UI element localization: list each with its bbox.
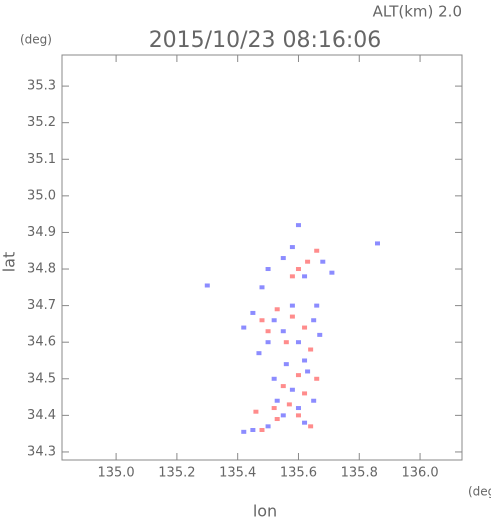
x-tick-label: 136.0 bbox=[401, 466, 438, 481]
y-label: lat bbox=[0, 252, 19, 273]
y-tick-label: 34.6 bbox=[27, 335, 56, 350]
y-tick-label: 35.0 bbox=[27, 188, 56, 203]
point bbox=[289, 274, 295, 279]
point bbox=[271, 376, 277, 381]
point bbox=[289, 303, 295, 308]
y-tick-label: 34.3 bbox=[27, 444, 56, 459]
point bbox=[265, 424, 271, 429]
x-tick-label: 135.6 bbox=[280, 466, 317, 481]
point bbox=[250, 428, 256, 432]
point bbox=[311, 398, 317, 403]
point bbox=[295, 373, 301, 378]
point bbox=[283, 362, 289, 367]
point bbox=[289, 245, 295, 250]
point bbox=[295, 223, 301, 228]
point bbox=[314, 248, 320, 253]
x-tick-label: 135.0 bbox=[97, 466, 134, 481]
point bbox=[280, 256, 286, 261]
point bbox=[295, 267, 301, 272]
point bbox=[311, 318, 317, 323]
x-tick-label: 135.2 bbox=[158, 466, 195, 481]
point bbox=[295, 340, 301, 345]
point bbox=[274, 417, 280, 422]
point bbox=[308, 424, 314, 429]
point bbox=[295, 413, 301, 418]
x-label: lon bbox=[253, 502, 277, 521]
y-tick-label: 34.7 bbox=[27, 298, 56, 313]
point bbox=[204, 283, 210, 288]
point bbox=[302, 358, 308, 363]
point bbox=[259, 318, 265, 323]
point bbox=[375, 241, 381, 246]
point bbox=[265, 340, 271, 345]
point bbox=[289, 314, 295, 319]
point bbox=[280, 413, 286, 418]
point bbox=[271, 406, 277, 411]
point bbox=[295, 406, 301, 411]
point bbox=[302, 391, 308, 396]
point bbox=[271, 318, 277, 323]
y-tick-label: 35.3 bbox=[27, 79, 56, 94]
point bbox=[314, 303, 320, 308]
point bbox=[256, 351, 262, 356]
point bbox=[317, 332, 323, 337]
y-tick-label: 34.4 bbox=[27, 408, 56, 423]
point bbox=[280, 384, 286, 389]
y-unit: (deg) bbox=[20, 33, 52, 47]
point bbox=[274, 398, 280, 403]
x-tick-label: 135.4 bbox=[219, 466, 256, 481]
point bbox=[265, 329, 271, 334]
point bbox=[274, 307, 280, 312]
point bbox=[259, 428, 265, 432]
point bbox=[329, 270, 335, 275]
point bbox=[302, 325, 308, 330]
point bbox=[320, 259, 326, 264]
point bbox=[259, 285, 265, 290]
point bbox=[308, 347, 314, 352]
point bbox=[289, 387, 295, 392]
point bbox=[283, 340, 289, 345]
point bbox=[305, 369, 311, 374]
point bbox=[241, 429, 247, 434]
y-tick-label: 34.5 bbox=[27, 371, 56, 386]
point bbox=[302, 420, 308, 425]
point bbox=[265, 267, 271, 272]
point bbox=[286, 402, 292, 407]
point bbox=[280, 329, 286, 334]
point bbox=[253, 409, 259, 414]
x-tick-label: 135.8 bbox=[341, 466, 378, 481]
point bbox=[241, 325, 247, 330]
y-tick-label: 35.2 bbox=[27, 115, 56, 130]
y-tick-label: 35.1 bbox=[27, 152, 56, 167]
altitude: ALT(km) 2.0 bbox=[373, 3, 462, 21]
point bbox=[314, 376, 320, 381]
x-unit: (deg) bbox=[468, 485, 491, 499]
y-tick-label: 34.8 bbox=[27, 262, 56, 277]
plot-frame bbox=[61, 54, 463, 461]
point bbox=[302, 274, 308, 279]
point bbox=[250, 310, 256, 315]
chart-title: 2015/10/23 08:16:06 bbox=[149, 28, 382, 53]
point bbox=[305, 259, 311, 264]
y-tick-label: 34.9 bbox=[27, 225, 56, 240]
